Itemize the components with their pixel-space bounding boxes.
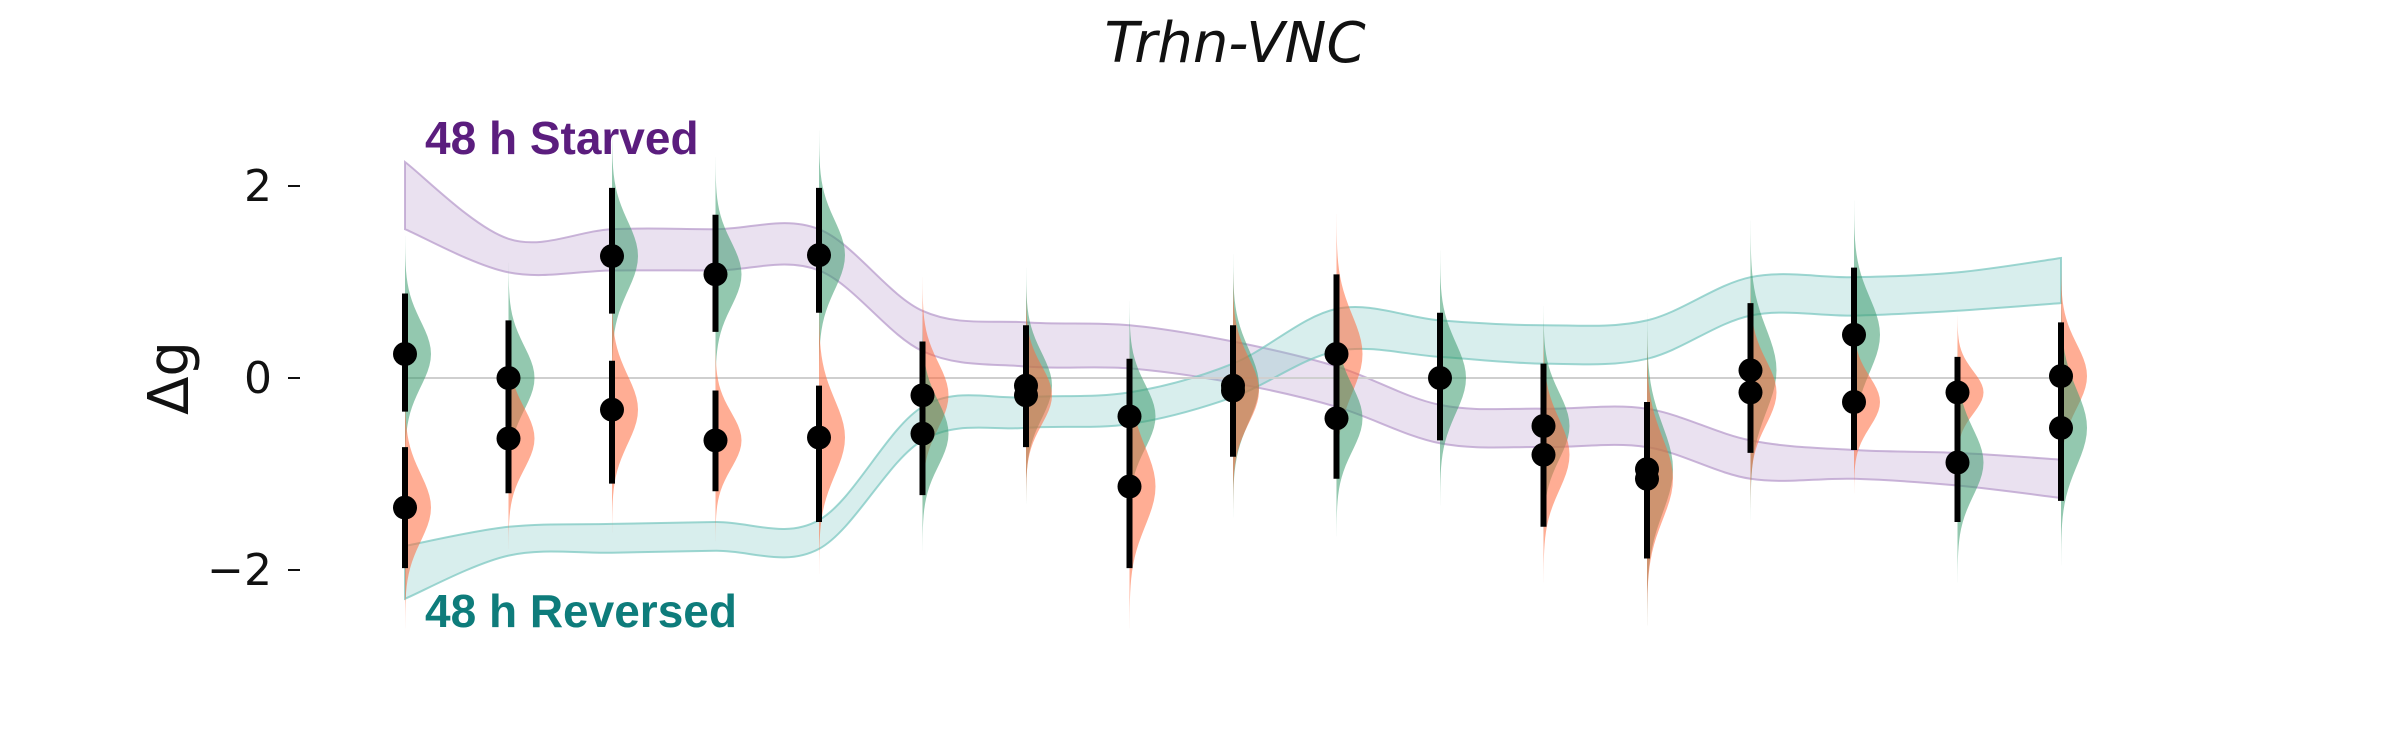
data-point-orange-15 [1842, 390, 1866, 414]
distribution-orange-1 [405, 386, 431, 629]
annotation-reversed: 48 h Reversed [425, 585, 737, 637]
data-point-green-4 [703, 262, 728, 287]
y-axis-ticks: 2 0 −2 [207, 161, 300, 596]
data-point-green-17 [2049, 415, 2073, 440]
data-point-green-2 [496, 366, 521, 390]
distribution-green-17 [2061, 290, 2087, 566]
data-point-green-15 [1842, 322, 1866, 347]
distribution-orange-9 [1233, 272, 1259, 509]
distribution-green-6 [922, 316, 949, 551]
distribution-orange-5 [819, 301, 845, 574]
distribution-green-4 [715, 157, 742, 392]
distribution-layer [405, 130, 2087, 629]
y-tick-label: 2 [244, 161, 272, 212]
distribution-green-8 [1129, 301, 1156, 532]
distribution-orange-10 [1336, 213, 1363, 495]
data-point-orange-14 [1738, 380, 1763, 405]
data-point-orange-1 [393, 495, 417, 520]
distribution-orange-14 [1750, 277, 1777, 508]
annotation-starved: 48 h Starved [425, 112, 699, 164]
data-point-green-8 [1117, 404, 1142, 429]
distribution-green-11 [1440, 250, 1466, 506]
data-point-orange-8 [1117, 474, 1142, 499]
data-point-orange-4 [703, 428, 728, 453]
y-axis-label: Δg [137, 341, 202, 415]
distribution-orange-12 [1543, 327, 1570, 583]
distribution-orange-4 [715, 339, 742, 542]
data-point-orange-10 [1324, 342, 1349, 366]
y-tick-label: −2 [207, 545, 272, 596]
distribution-orange-6 [922, 277, 949, 514]
points-layer [393, 187, 2073, 569]
distribution-orange-15 [1854, 310, 1880, 494]
data-point-green-10 [1324, 406, 1349, 431]
distribution-orange-17 [2061, 260, 2087, 492]
distribution-orange-16 [1957, 315, 1984, 470]
distribution-orange-7 [1026, 289, 1052, 501]
distribution-green-10 [1336, 300, 1363, 537]
data-point-orange-9 [1221, 378, 1245, 403]
distribution-green-1 [405, 235, 431, 473]
distribution-green-16 [1957, 342, 1984, 583]
data-point-orange-5 [807, 425, 831, 450]
data-point-orange-16 [1945, 380, 1970, 405]
data-point-orange-13 [1635, 466, 1659, 491]
distribution-orange-3 [612, 286, 638, 533]
distribution-green-5 [819, 130, 845, 380]
distribution-orange-8 [1129, 344, 1156, 629]
data-point-orange-12 [1531, 442, 1556, 467]
data-point-green-3 [600, 244, 624, 269]
distribution-green-3 [612, 130, 638, 382]
data-point-orange-3 [600, 397, 624, 422]
distribution-green-15 [1854, 200, 1880, 470]
data-point-green-5 [807, 243, 831, 268]
data-point-green-6 [910, 421, 935, 446]
data-point-green-1 [393, 342, 417, 366]
data-point-orange-7 [1014, 383, 1038, 408]
y-tick-label: 0 [244, 353, 272, 404]
distribution-orange-13 [1647, 331, 1673, 626]
data-point-orange-2 [496, 426, 521, 451]
data-point-green-11 [1428, 366, 1452, 390]
distribution-orange-2 [508, 328, 535, 549]
data-point-green-16 [1945, 450, 1970, 475]
chart-title: Trhn-VNC [1104, 11, 1365, 76]
distribution-green-2 [508, 262, 535, 494]
